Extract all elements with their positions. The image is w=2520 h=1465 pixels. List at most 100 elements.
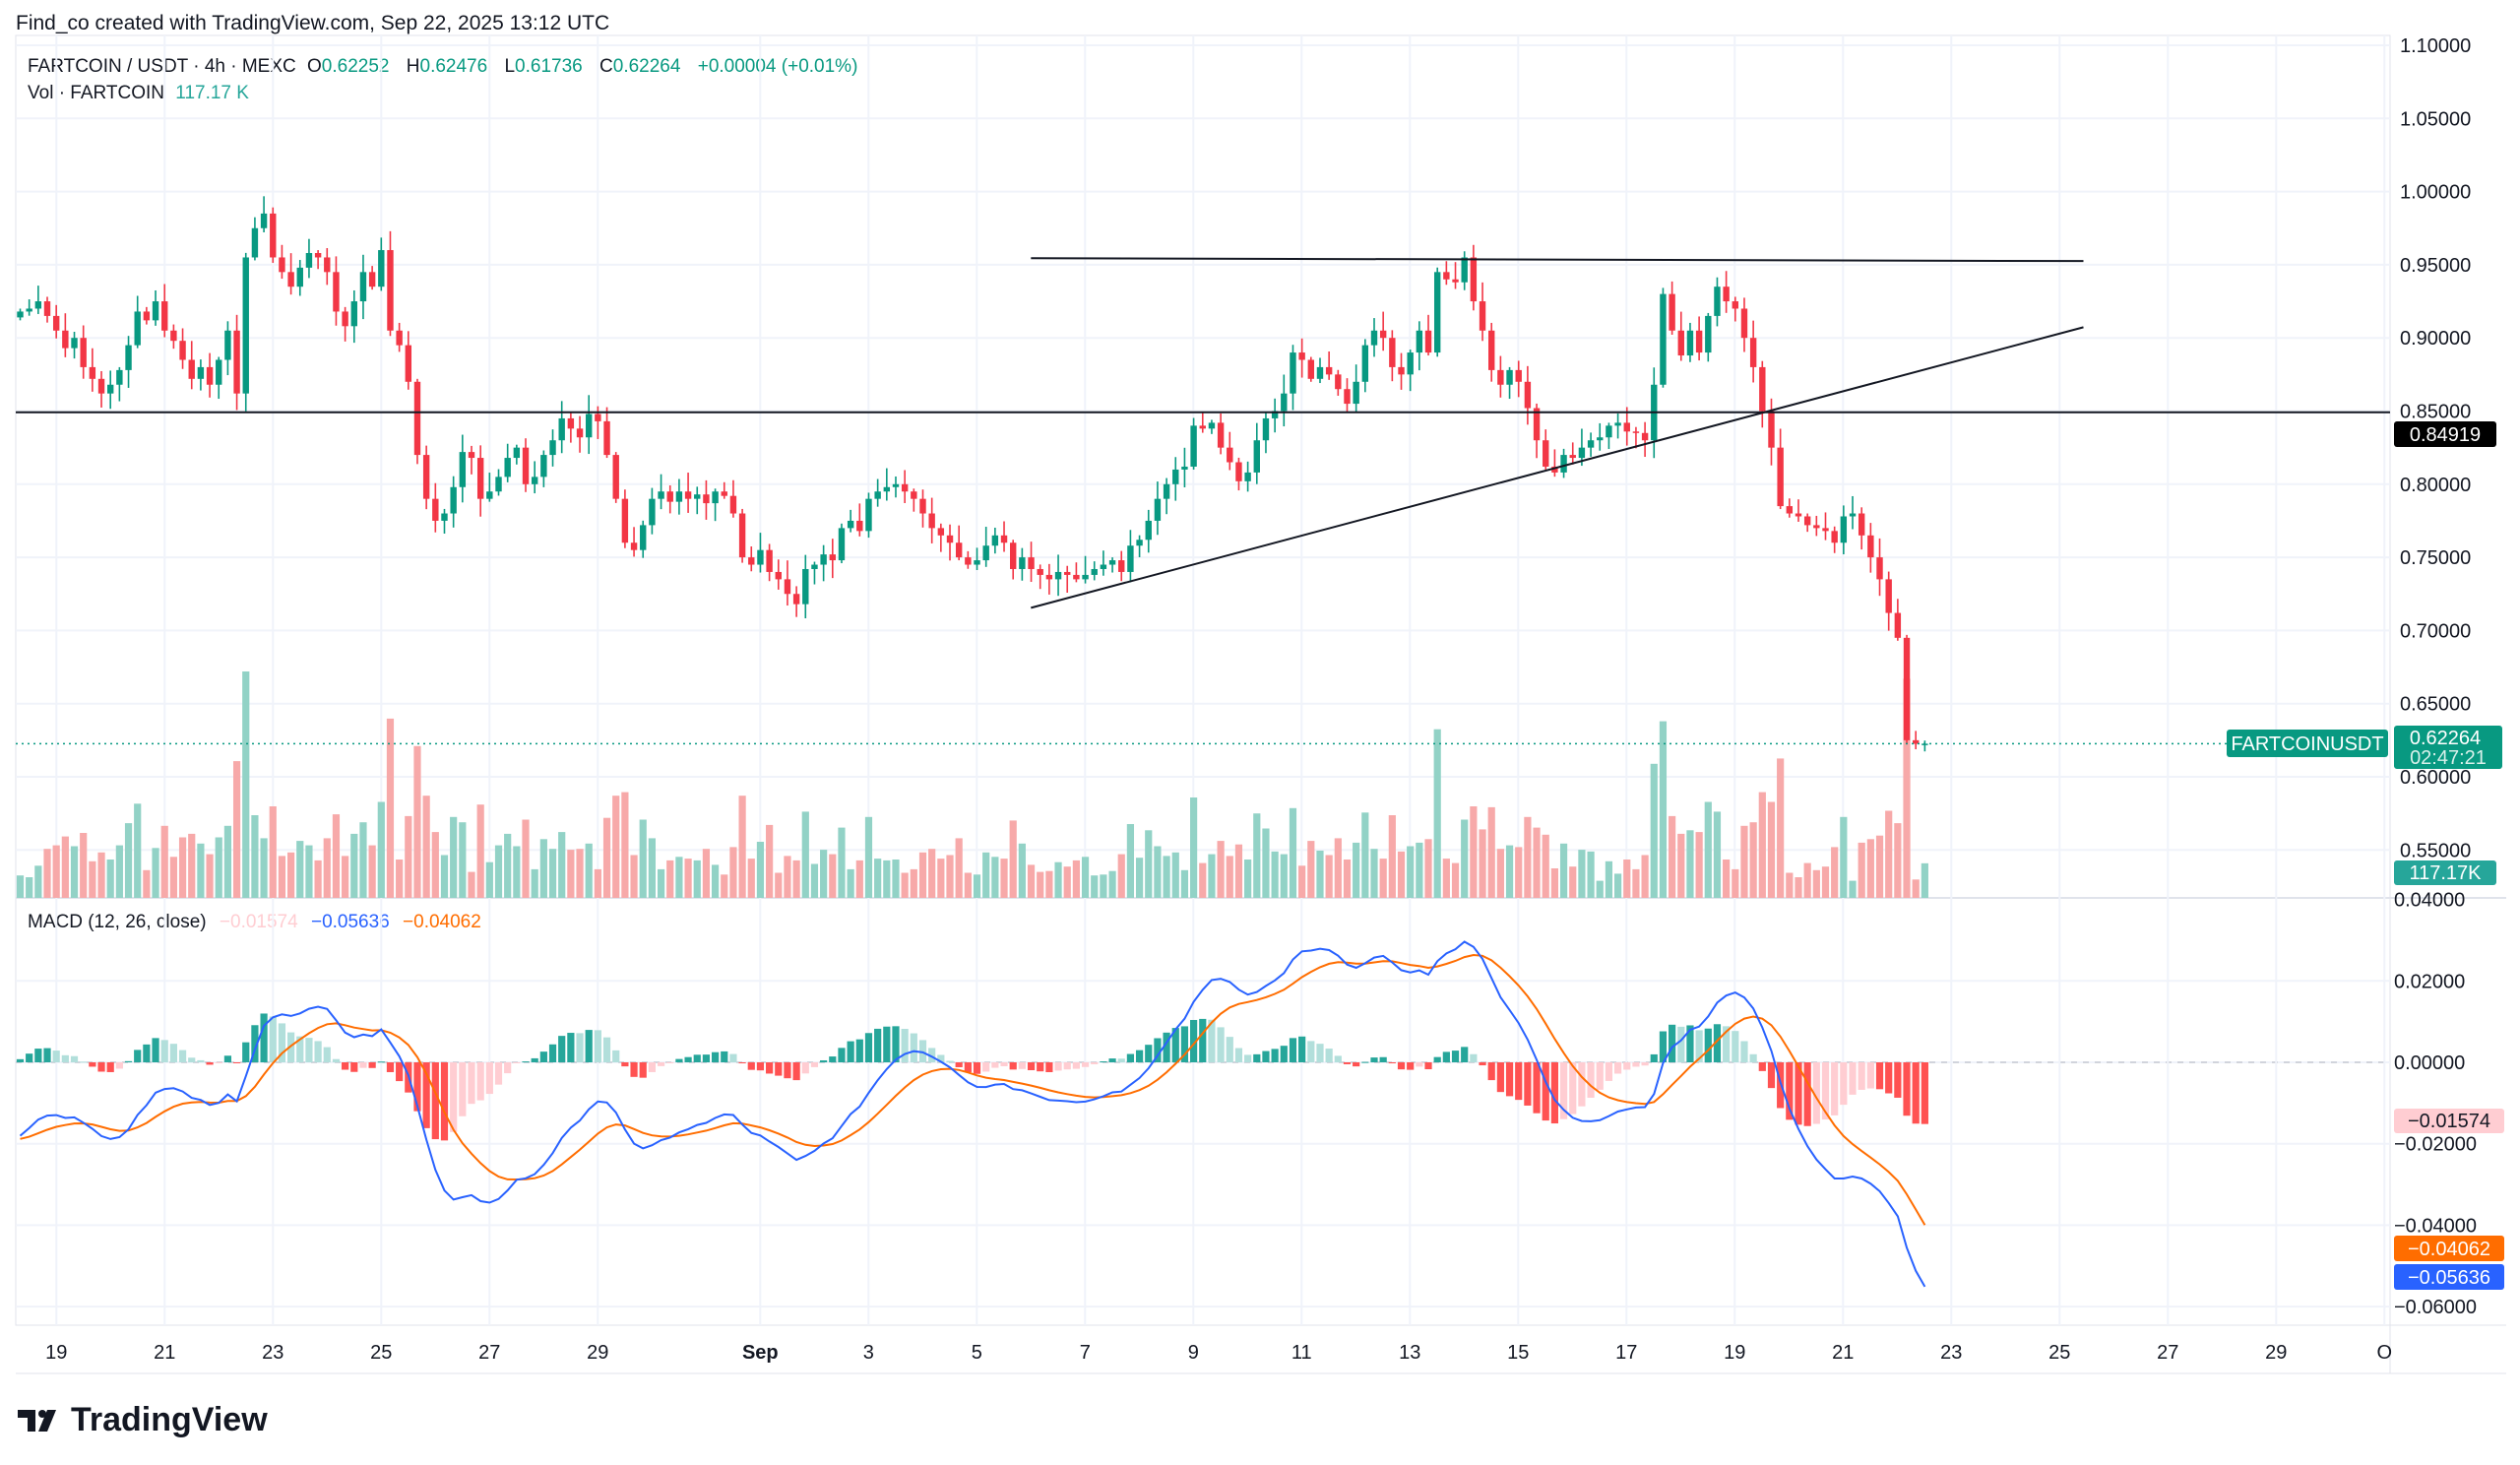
macd-histogram-bar: [711, 1051, 720, 1062]
candle-body: [612, 455, 619, 499]
tradingview-logo[interactable]: TradingView: [18, 1401, 268, 1439]
volume-bar: [1723, 860, 1731, 898]
candle-body: [1543, 440, 1549, 467]
macd-histogram-bar: [991, 1062, 999, 1068]
volume-bar: [34, 865, 42, 898]
volume-bar: [223, 825, 232, 898]
candle-body: [955, 542, 963, 558]
volume-bar: [585, 843, 593, 898]
candle-body: [161, 301, 168, 331]
volume-bar: [973, 874, 981, 898]
macd-histogram-bar: [1208, 1019, 1216, 1062]
time-tick-label: 19: [45, 1342, 67, 1364]
macd-histogram-bar: [1416, 1062, 1423, 1067]
volume-bar: [756, 842, 765, 898]
macd-histogram-bar: [1515, 1062, 1523, 1101]
macd-histogram-bar: [1226, 1037, 1233, 1062]
macd-histogram-bar: [982, 1062, 990, 1072]
volume-label[interactable]: Vol · FARTCOIN: [28, 83, 165, 103]
candle-body: [595, 414, 601, 421]
hline-price-tag: 0.84919: [2410, 424, 2481, 446]
macd-histogram-bar: [1587, 1062, 1595, 1098]
grid: [15, 34, 2506, 1374]
candle-body: [712, 491, 719, 504]
last-price-box: [2394, 726, 2502, 769]
volume-bar: [1812, 869, 1820, 898]
price-tick-label: 0.85000: [2400, 402, 2471, 423]
candle-body: [1723, 287, 1730, 302]
candle-body: [368, 272, 376, 287]
candle-body: [1569, 455, 1576, 459]
volume-bar: [937, 859, 945, 898]
macd-histogram-bar: [1723, 1026, 1731, 1062]
volume-bar: [197, 843, 205, 898]
macd-histogram-bar: [504, 1062, 512, 1074]
macd-signal-value: −0.04062: [403, 912, 481, 932]
volume-bar: [1849, 880, 1857, 898]
price-tick-label: 1.00000: [2400, 182, 2471, 204]
macd-histogram-bar: [602, 1037, 611, 1062]
volume-bar: [431, 832, 439, 898]
macd-histogram-bar: [1578, 1062, 1586, 1107]
volume-bar: [864, 816, 873, 898]
macd-hist-value: −0.01574: [219, 912, 298, 932]
volume-bar: [1758, 792, 1766, 898]
candle-body: [792, 594, 800, 605]
candle-body: [314, 253, 322, 258]
candle-body: [305, 253, 313, 268]
hline-price-box: [2394, 421, 2496, 447]
candle-body: [883, 486, 891, 492]
candle-body: [1281, 393, 1288, 412]
open-value: 0.62252: [321, 56, 390, 77]
macd-histogram-bar: [1126, 1053, 1135, 1062]
plot-frame: [15, 34, 2391, 1326]
macd-histogram-bar: [548, 1044, 557, 1062]
time-tick-label: 27: [2157, 1342, 2178, 1364]
volume-legend: Vol · FARTCOIN 117.17 K: [28, 83, 255, 104]
macd-histogram-bar: [1271, 1049, 1279, 1062]
candle-body: [1082, 574, 1089, 580]
macd-histogram-bar: [1433, 1056, 1441, 1062]
drawings[interactable]: [16, 257, 2390, 745]
macd-histogram-bar: [1397, 1062, 1406, 1070]
volume-bar: [396, 860, 404, 898]
volume-bar: [855, 860, 863, 898]
macd-histogram-bar: [1037, 1062, 1044, 1072]
candle-body: [531, 477, 538, 484]
symbol-title[interactable]: FARTCOIN / USDT · 4h · MEXC: [28, 56, 296, 77]
macd-histogram-bar: [476, 1062, 484, 1101]
volume-bar: [1550, 868, 1558, 898]
macd-histogram-bar: [287, 1032, 295, 1062]
macd-title[interactable]: MACD (12, 26, close): [28, 912, 207, 932]
time-tick-label: 29: [587, 1342, 608, 1364]
macd-tick-label: 0.02000: [2394, 971, 2465, 992]
macd-histogram-bar: [1749, 1053, 1757, 1062]
volume-bar: [1416, 842, 1423, 898]
candle-body: [1740, 308, 1748, 339]
candle-body: [1867, 535, 1874, 558]
candle-body: [982, 545, 989, 561]
volume-bar: [476, 804, 484, 898]
volume-bar: [1000, 859, 1008, 898]
macd-histogram-bar: [251, 1025, 259, 1062]
macd-histogram-bar: [1018, 1062, 1026, 1069]
candle-body: [97, 378, 105, 394]
price-tick-label: 0.95000: [2400, 255, 2471, 277]
macd-histogram-bar: [169, 1044, 177, 1062]
macd-histogram-bar: [1858, 1062, 1865, 1090]
macd-histogram-bar: [1487, 1062, 1495, 1081]
macd-histogram-bar: [1081, 1062, 1090, 1067]
time-tick-label: 17: [1615, 1342, 1637, 1364]
macd-histogram-bar: [955, 1062, 963, 1067]
volume-bar: [1145, 830, 1153, 898]
candle-body: [1587, 440, 1595, 448]
macd-histogram-bar: [801, 1062, 809, 1074]
macd-histogram-bar: [630, 1062, 638, 1077]
volume-bar: [1379, 859, 1387, 898]
macd-histogram-bar: [377, 1061, 385, 1063]
macd-histogram-bar: [729, 1053, 737, 1062]
volume-bar: [494, 845, 503, 898]
macd-histogram-bar: [1596, 1062, 1604, 1090]
volume-bar: [693, 860, 701, 898]
